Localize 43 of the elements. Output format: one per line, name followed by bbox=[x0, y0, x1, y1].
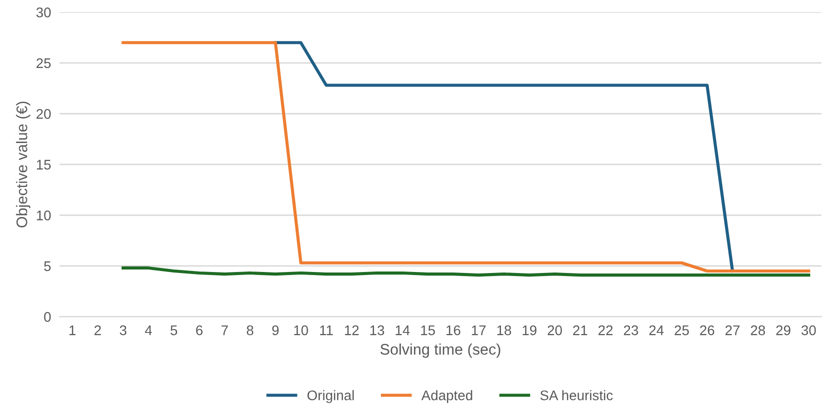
y-tick-label: 30 bbox=[36, 8, 51, 18]
x-tick-label: 25 bbox=[674, 325, 689, 336]
x-tick-label: 13 bbox=[370, 325, 384, 336]
x-tick-label: 30 bbox=[801, 325, 816, 336]
x-tick-label: 18 bbox=[497, 325, 512, 336]
x-tick-label: 22 bbox=[598, 325, 613, 336]
x-tick-label: 5 bbox=[170, 326, 178, 336]
y-axis-title: Objective value (€) bbox=[16, 102, 30, 228]
x-tick-label: 15 bbox=[421, 326, 435, 336]
x-tick-label: 11 bbox=[320, 326, 333, 336]
x-tick-label: 10 bbox=[294, 325, 308, 336]
legend-label: Adapted bbox=[421, 390, 472, 404]
x-tick-label: 21 bbox=[573, 325, 588, 336]
x-tick-label: 17 bbox=[472, 326, 486, 336]
x-tick-label: 20 bbox=[548, 325, 562, 336]
x-tick-label: 26 bbox=[700, 325, 714, 336]
legend-label: SA heuristic bbox=[540, 390, 613, 400]
x-tick-label: 28 bbox=[750, 325, 766, 336]
y-tick-label: 10 bbox=[36, 210, 51, 220]
x-tick-label: 8 bbox=[246, 325, 254, 336]
y-tick-label: 25 bbox=[36, 58, 51, 68]
x-tick-label: 27 bbox=[725, 325, 740, 336]
x-tick-label: 1 bbox=[70, 326, 76, 336]
x-axis-title: Solving time (sec) bbox=[380, 344, 500, 358]
x-tick-label: 3 bbox=[120, 325, 126, 336]
x-tick-label: 7 bbox=[222, 326, 228, 336]
y-tick-label: 5 bbox=[44, 261, 51, 272]
x-tick-label: 24 bbox=[649, 325, 664, 336]
x-tick-label: 6 bbox=[196, 325, 203, 336]
x-tick-label: 19 bbox=[522, 325, 536, 336]
x-tick-label: 14 bbox=[396, 326, 410, 336]
x-tick-label: 4 bbox=[144, 326, 152, 336]
x-tick-label: 9 bbox=[272, 325, 279, 336]
y-tick-label: 20 bbox=[36, 109, 51, 119]
y-tick-label: 15 bbox=[36, 160, 51, 170]
x-tick-label: 23 bbox=[624, 325, 638, 336]
line-series bbox=[122, 266, 810, 277]
y-tick-label: 0 bbox=[44, 312, 51, 322]
x-tick-label: 12 bbox=[344, 325, 359, 336]
x-tick-label: 2 bbox=[94, 325, 101, 336]
x-tick-label: 16 bbox=[446, 325, 460, 336]
x-tick-label: 29 bbox=[776, 325, 790, 336]
legend-label: Original bbox=[307, 390, 354, 404]
